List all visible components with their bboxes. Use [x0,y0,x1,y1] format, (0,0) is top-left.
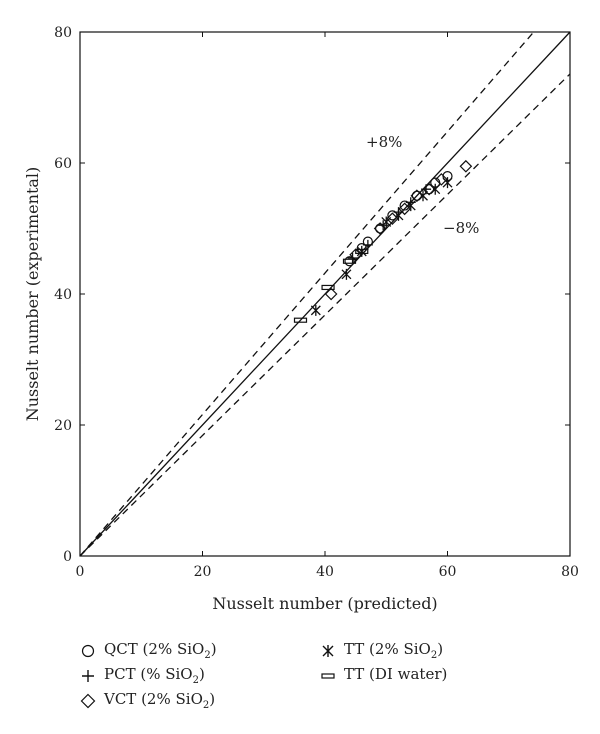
x-tick-label: 0 [76,564,85,580]
tt-sio2-point [356,245,367,257]
vct-point [398,202,411,216]
plus-marker-icon [82,669,94,682]
plus-8-percent-line [79,31,535,557]
tt-di-water-point [321,284,335,291]
x-tick-label: 80 [561,564,579,580]
y-tick-label: 60 [54,156,72,172]
x-axis-title: Nusselt number (predicted) [212,594,437,613]
y-tick-label: 0 [63,549,72,565]
minus-8-percent-line [79,73,571,557]
legend-label: TT (DI water) [344,665,448,683]
y-tick-label: 40 [54,287,72,303]
x-axis: 0 20 40 60 80 [76,32,579,580]
tt-sio2-point [381,216,392,228]
qct-point [411,190,422,201]
legend-label: QCT (2% SiO2) [104,640,217,661]
x-tick-label: 60 [439,564,457,580]
vct-point [435,173,448,186]
y-tick-label: 20 [54,418,72,434]
scatter-chart: 0 20 40 60 80 0 20 40 60 80 +8% −8% Nusselt numb… [23,25,579,613]
tt-sio2-point [442,177,453,189]
qct-point [344,256,355,267]
legend-item-tt-sio2: TT (2% SiO2) [320,640,443,661]
tt-sio2-point [405,200,416,212]
data-points [293,159,473,323]
vct-point [373,222,387,235]
tt-di-water-point [342,258,357,264]
annotation-plus-8: +8% [366,133,402,151]
tt-sio2-point [341,268,352,280]
qct-point [387,210,398,221]
annotation-minus-8: −8% [443,219,479,237]
legend-item-qct: QCT (2% SiO2) [80,640,217,661]
tt-sio2-point [393,209,404,221]
legend-item-vct: VCT (2% SiO2) [80,690,215,711]
asterisk-marker-icon [322,644,334,657]
legend-label: PCT (% SiO2) [104,665,205,686]
pct-point [362,239,373,250]
qct-point [375,223,386,234]
qct-point [399,200,410,211]
legend-item-pct: PCT (% SiO2) [80,665,205,686]
y-tick-label: 80 [54,25,72,41]
tt-sio2-point [310,304,321,316]
y-axis: 0 20 40 60 80 [54,25,570,565]
legend-item-tt-di-water: TT (DI water) [320,665,447,686]
vct-point [386,212,399,226]
y-axis-title: Nusselt number (experimental) [23,167,42,422]
legend-label: VCT (2% SiO2) [104,690,216,711]
x-tick-label: 20 [194,564,212,580]
legend-label: TT (2% SiO2) [344,640,444,661]
tt-di-water-point [293,317,308,323]
vct-point [459,159,473,173]
vct-point [324,287,338,301]
tt-sio2-point [418,190,428,202]
dash-marker-icon [321,672,335,679]
tt-sio2-point [430,183,441,195]
diamond-marker-icon [80,693,96,708]
x-tick-label: 40 [316,564,334,580]
tt-di-water-point [355,248,369,255]
legend: QCT (2% SiO2) PCT (% SiO2) VCT (2% SiO2)… [80,636,600,732]
circle-marker-icon [81,644,95,657]
